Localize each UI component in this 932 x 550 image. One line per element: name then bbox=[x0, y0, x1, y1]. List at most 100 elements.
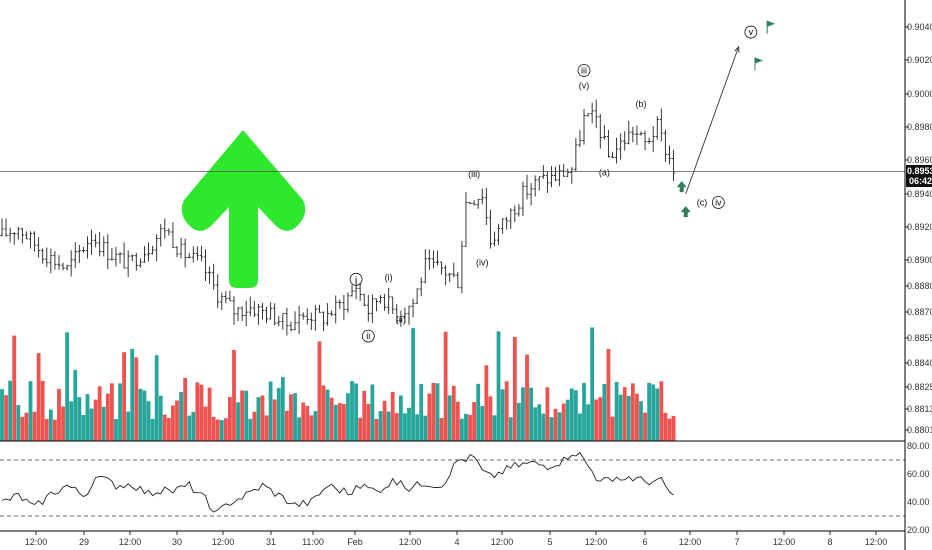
volume-bar bbox=[65, 332, 70, 441]
volume-bar bbox=[175, 400, 179, 441]
price-tick-label: 0.90200 bbox=[907, 55, 932, 65]
volume-bar bbox=[350, 381, 354, 441]
volume-bar bbox=[590, 327, 595, 441]
volume-bar bbox=[639, 401, 643, 441]
price-tick-label: 0.89600 bbox=[907, 155, 932, 165]
volume-bar bbox=[606, 348, 611, 441]
wave-label: (v) bbox=[579, 81, 590, 91]
volume-bar bbox=[276, 388, 281, 441]
volume-bar bbox=[40, 380, 45, 441]
volume-bar bbox=[171, 405, 175, 441]
volume-bar bbox=[533, 407, 538, 441]
time-tick-label: 30 bbox=[172, 537, 182, 547]
price-tick-label: 0.89200 bbox=[907, 222, 932, 232]
volume-bar bbox=[195, 382, 200, 441]
volume-bar bbox=[622, 387, 627, 441]
volume-bar bbox=[81, 415, 86, 441]
time-axis[interactable]: 12:00 29 12:00 30 12:00 31 11:00 Feb 12:00 4 12:00… bbox=[25, 531, 888, 547]
volume-bar bbox=[594, 399, 599, 441]
volume-bar bbox=[488, 396, 493, 441]
volume-bar bbox=[337, 403, 342, 441]
volume-bar bbox=[419, 384, 424, 441]
wave-label-circle bbox=[349, 272, 363, 286]
volume-bar bbox=[525, 354, 529, 441]
volume-bar bbox=[317, 341, 322, 441]
volume-bar bbox=[260, 395, 265, 441]
volume-bar bbox=[122, 352, 126, 441]
wave-label-circle bbox=[711, 196, 725, 209]
time-tick-label: 8 bbox=[827, 537, 832, 547]
volume-bar bbox=[118, 383, 122, 441]
volume-bar bbox=[451, 385, 456, 441]
volume-bar bbox=[521, 387, 525, 441]
volume-bar bbox=[378, 411, 383, 441]
wave-label: (i) bbox=[385, 273, 393, 283]
volume-bar bbox=[134, 357, 139, 441]
volume-bar bbox=[415, 414, 420, 441]
price-tick-label: 0.88400 bbox=[907, 358, 932, 368]
volume-bar bbox=[321, 385, 326, 441]
volume-bar bbox=[301, 402, 306, 441]
volume-bar bbox=[354, 383, 358, 441]
volume-bar bbox=[183, 378, 188, 441]
volume-bar bbox=[142, 390, 147, 441]
volume-bar bbox=[126, 411, 131, 441]
price-tick-label: 0.89000 bbox=[907, 255, 932, 265]
elliott-wave-annotations: iii(i)(ii)(iii)(iv)iii(v)(a)(b)(c) ivv bbox=[349, 20, 776, 343]
volume-bar bbox=[252, 411, 257, 441]
volume-bar bbox=[8, 380, 13, 441]
oscillator-tick-label: 40.00 bbox=[907, 497, 930, 507]
volume-bar bbox=[28, 381, 33, 441]
time-tick-label: 12:00 bbox=[773, 537, 796, 547]
wave-label: (iii) bbox=[468, 169, 480, 179]
time-tick-label: 12:00 bbox=[679, 537, 702, 547]
volume-bar bbox=[232, 349, 236, 441]
volume-bar bbox=[69, 401, 74, 441]
volume-bar bbox=[366, 403, 371, 441]
up-arrow-icon bbox=[676, 181, 687, 193]
volume-bar bbox=[602, 383, 607, 441]
price-axis[interactable]: 0.90400 0.90200 0.90000 0.89800 0.89600 0.894… bbox=[905, 22, 932, 435]
volume-bar bbox=[297, 417, 302, 441]
volume-bar bbox=[480, 406, 485, 441]
volume-bar bbox=[272, 399, 277, 441]
time-tick-label: 7 bbox=[734, 537, 739, 547]
volume-bar bbox=[537, 404, 542, 441]
volume-bar bbox=[667, 418, 672, 441]
volume-bar bbox=[500, 389, 505, 441]
oscillator-axis[interactable]: 80.00 60.00 40.00 20.00 bbox=[907, 441, 930, 535]
time-tick-label: 12:00 bbox=[399, 537, 422, 547]
volume-bar bbox=[382, 400, 387, 441]
price-tick-label: 0.90000 bbox=[907, 89, 932, 99]
volume-bar bbox=[435, 383, 440, 441]
wave-label: (iv) bbox=[476, 258, 489, 268]
volume-bar bbox=[36, 353, 41, 441]
volume-bar bbox=[431, 382, 436, 441]
price-tick-label: 0.90400 bbox=[907, 22, 932, 32]
price-tick-label: 0.88800 bbox=[907, 281, 932, 291]
time-tick-label: Feb bbox=[347, 537, 363, 547]
volume-bar bbox=[89, 408, 94, 441]
volume-bar bbox=[289, 394, 293, 441]
volume-bar bbox=[313, 411, 318, 441]
volume-bar bbox=[492, 415, 497, 441]
volume-bar bbox=[655, 388, 660, 441]
volume-bar bbox=[24, 412, 29, 441]
volume-bar bbox=[97, 386, 102, 441]
volume-bar bbox=[476, 383, 481, 441]
wave-label-circle bbox=[744, 25, 758, 39]
wave-label: (c) bbox=[697, 197, 708, 207]
volume-bar bbox=[53, 419, 57, 441]
volume-bar bbox=[329, 397, 334, 441]
volume-bar bbox=[553, 408, 558, 441]
volume-bar bbox=[20, 416, 25, 441]
wave-label: (ii) bbox=[396, 314, 406, 324]
volume-bar bbox=[439, 418, 444, 441]
volume-bar bbox=[565, 399, 570, 441]
volume-bar bbox=[138, 388, 143, 441]
volume-bar bbox=[582, 382, 586, 441]
volume-bar bbox=[158, 395, 163, 441]
volume-bar bbox=[374, 418, 379, 441]
volume-bar bbox=[398, 395, 403, 441]
